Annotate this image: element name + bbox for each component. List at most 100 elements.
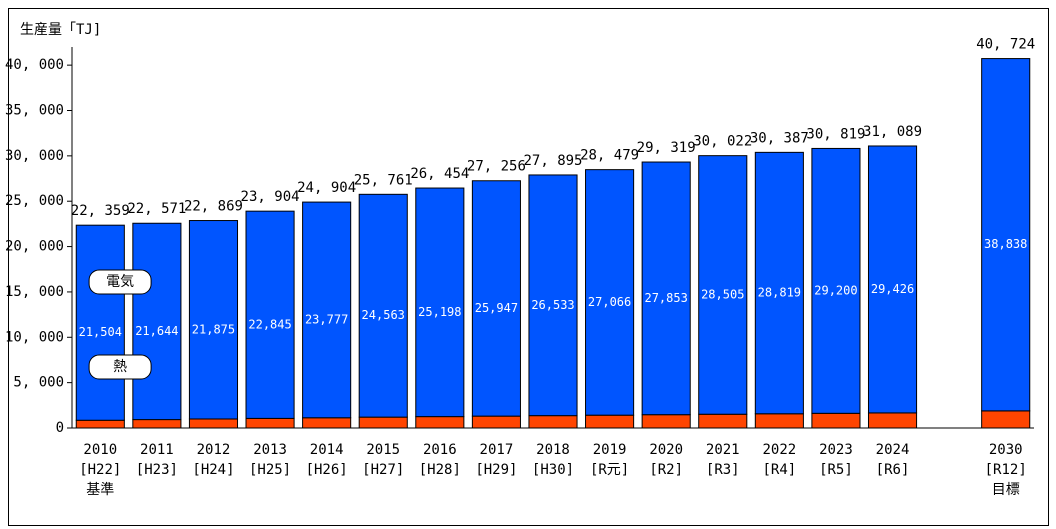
total-label: 27, 895	[523, 153, 582, 169]
x-tick-label: 目標	[992, 482, 1020, 498]
bar-segment	[811, 147, 861, 414]
y-tick-label: 30, 000	[5, 148, 64, 164]
x-tick-label: [H30]	[532, 462, 574, 478]
bar-segment	[302, 201, 352, 419]
value-label: 27,853	[644, 291, 687, 305]
bar-segment	[811, 412, 861, 429]
y-tick-label: 20, 000	[5, 239, 64, 255]
value-label: 24,563	[362, 308, 405, 322]
x-tick-label: [H27]	[362, 462, 404, 478]
x-tick-label: 2030	[989, 442, 1023, 458]
value-label: 28,505	[701, 287, 744, 301]
x-tick-label: 2022	[762, 442, 796, 458]
x-tick-label: 2020	[649, 442, 683, 458]
x-tick-label: [R4]	[762, 462, 796, 478]
x-tick-label: 2011	[140, 442, 174, 458]
x-tick-label: [R3]	[706, 462, 740, 478]
total-label: 30, 022	[693, 134, 752, 150]
y-tick-label: 5, 000	[13, 375, 64, 391]
bar-segment	[528, 415, 578, 429]
x-tick-label: 2019	[593, 442, 627, 458]
x-tick-label: [R2]	[649, 462, 683, 478]
total-label: 40, 724	[976, 37, 1035, 53]
x-tick-label: [R5]	[819, 462, 853, 478]
x-tick-label: [R12]	[985, 462, 1027, 478]
y-tick-label: 35, 000	[5, 103, 64, 119]
bar-segment	[132, 222, 182, 421]
value-label: 21,644	[135, 324, 178, 338]
bar-segment	[188, 418, 239, 429]
y-tick-label: 15, 000	[5, 284, 64, 300]
x-tick-label: 2010	[83, 442, 117, 458]
x-tick-label: 2018	[536, 442, 570, 458]
value-label: 28,819	[758, 286, 801, 300]
total-label: 25, 761	[354, 172, 413, 188]
bar-segment	[585, 169, 635, 416]
total-label: 27, 256	[467, 159, 526, 175]
bar-segment	[754, 413, 804, 429]
value-label: 26,533	[531, 298, 574, 312]
x-tick-label: [H25]	[249, 462, 291, 478]
y-axis-label: 生産量「TJ]	[20, 22, 101, 38]
bar-segment	[415, 187, 465, 418]
value-label: 21,504	[79, 325, 122, 339]
bar-segment	[358, 416, 408, 429]
bar-segment	[981, 410, 1031, 429]
bar-segment	[585, 414, 635, 429]
x-tick-label: [R元]	[590, 462, 629, 478]
x-tick-label: [H26]	[306, 462, 348, 478]
bar-segment	[641, 161, 691, 416]
bar-segment	[302, 417, 352, 429]
value-label: 25,947	[475, 301, 518, 315]
frame	[8, 8, 1049, 526]
x-tick-label: 2014	[310, 442, 344, 458]
total-label: 22, 571	[127, 201, 186, 217]
x-tick-label: 2021	[706, 442, 740, 458]
value-label: 29,200	[814, 283, 857, 297]
total-label: 30, 387	[750, 130, 809, 146]
y-tick-label: 40, 000	[5, 57, 64, 73]
bar-segment	[471, 415, 521, 429]
x-tick-label: 2016	[423, 442, 457, 458]
x-tick-label: [H22]	[79, 462, 121, 478]
value-label: 22,845	[248, 317, 291, 331]
bar-segment	[245, 417, 295, 429]
value-label: 27,066	[588, 295, 631, 309]
bar-segment	[528, 174, 578, 417]
legend-box	[88, 269, 152, 295]
x-tick-label: [H24]	[192, 462, 234, 478]
total-label: 28, 479	[580, 148, 639, 164]
x-tick-label: [H23]	[136, 462, 178, 478]
x-tick-label: 2013	[253, 442, 287, 458]
total-label: 22, 359	[71, 203, 130, 219]
bar-segment	[867, 145, 918, 414]
bar-segment	[75, 224, 125, 421]
total-label: 29, 319	[637, 140, 696, 156]
x-tick-label: 2015	[366, 442, 400, 458]
total-label: 30, 819	[806, 126, 865, 142]
bar-segment	[75, 419, 125, 429]
value-label: 23,777	[305, 312, 348, 326]
bar-segment	[698, 155, 748, 415]
bar-segment	[245, 210, 295, 419]
x-tick-label: 2023	[819, 442, 853, 458]
bar-segment	[132, 419, 182, 429]
bar-segment	[641, 414, 691, 429]
total-label: 22, 869	[184, 199, 243, 215]
legend-label: 電気	[106, 274, 134, 290]
bar-segment	[698, 413, 748, 429]
value-label: 29,426	[871, 282, 914, 296]
x-tick-label: 2024	[876, 442, 910, 458]
value-label: 21,875	[192, 322, 235, 336]
total-label: 26, 454	[410, 166, 469, 182]
total-label: 23, 904	[241, 189, 300, 205]
x-tick-label: [H28]	[419, 462, 461, 478]
value-label: 25,198	[418, 305, 461, 319]
x-tick-label: [R6]	[876, 462, 910, 478]
bar-segment	[981, 58, 1031, 412]
bar-segment	[358, 193, 408, 418]
legend-label: 熱	[113, 359, 127, 375]
x-tick-label: 基準	[86, 481, 114, 498]
bar-segment	[754, 151, 804, 415]
